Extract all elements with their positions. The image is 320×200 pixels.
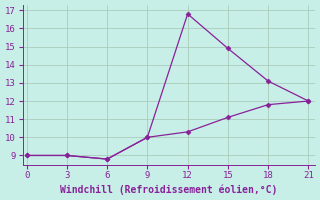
X-axis label: Windchill (Refroidissement éolien,°C): Windchill (Refroidissement éolien,°C) [60,185,277,195]
